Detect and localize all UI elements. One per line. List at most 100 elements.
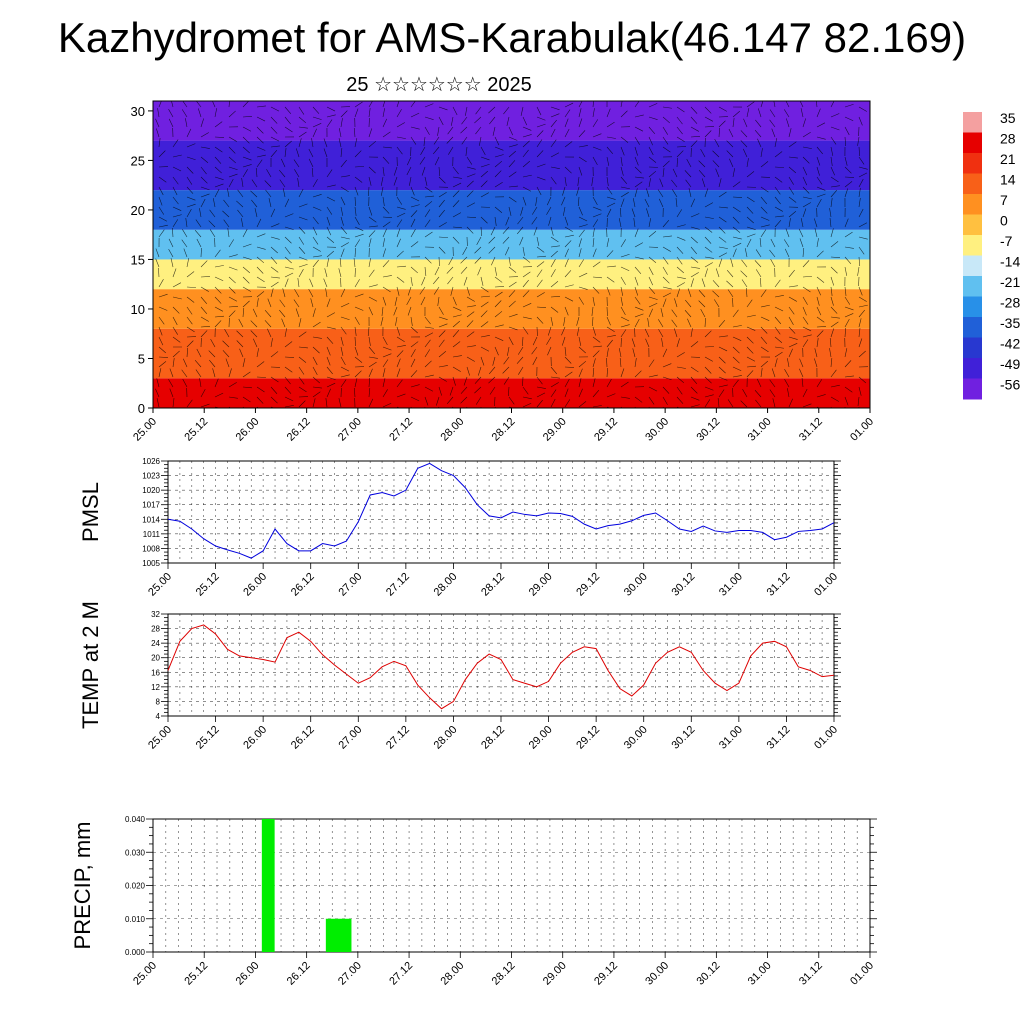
wind-barb (480, 335, 490, 338)
wind-barb (718, 384, 728, 388)
wind-barb (662, 256, 669, 265)
wind-barb (830, 146, 834, 156)
wind-barb (662, 106, 672, 109)
wind-barb (816, 296, 820, 306)
wind-barb (740, 130, 748, 138)
wind-barb (311, 168, 314, 178)
wind-barb (592, 219, 599, 228)
wind-barb (508, 206, 512, 216)
wind-barb (158, 216, 168, 222)
wind-barb (340, 236, 350, 240)
wind-barb (284, 246, 291, 255)
wind-barb (830, 198, 833, 208)
temp-x-tick-label: 29.00 (527, 724, 555, 752)
temp-layer-6 (153, 140, 870, 191)
wind-barb (294, 289, 300, 298)
wind-barb (634, 327, 636, 338)
colorbar-label: 7 (1000, 192, 1008, 208)
wind-barb (466, 356, 475, 362)
wind-barb (242, 169, 248, 178)
wind-barb (546, 196, 552, 206)
wind-barb (578, 108, 582, 118)
wind-barb (676, 146, 687, 148)
wind-barb (844, 360, 852, 368)
wind-barb (756, 378, 762, 388)
wind-barb (466, 190, 474, 198)
wind-barb (251, 179, 258, 188)
wind-barb (576, 326, 580, 336)
wind-barb (354, 370, 362, 378)
wind-barb (536, 236, 540, 246)
wind-barb (340, 118, 343, 128)
wind-barb (783, 109, 790, 118)
wind-barb (186, 208, 192, 218)
wind-barb (466, 166, 476, 170)
wind-barb (466, 296, 475, 302)
wind-barb (354, 108, 359, 118)
wind-barb (698, 290, 706, 298)
wind-barb (742, 389, 748, 398)
temp-x-tick-label: 26.00 (241, 724, 269, 752)
wind-barb (844, 318, 850, 328)
wind-barb (156, 128, 160, 138)
colorbar-label: 14 (1000, 172, 1016, 188)
wind-barb (158, 267, 160, 278)
wind-barb (463, 376, 468, 386)
wind-barb (424, 209, 431, 218)
wind-barb (256, 105, 266, 108)
wind-barb (270, 266, 279, 273)
temp-x-tick-label: 31.00 (717, 724, 745, 752)
wind-barb (774, 138, 778, 148)
wind-barb (353, 258, 356, 268)
pmsl-x-tick-label: 25.00 (146, 571, 174, 599)
colorbar-swatch (963, 337, 982, 359)
wind-barb (438, 176, 446, 184)
wind-barb (228, 239, 235, 248)
wind-barb (186, 143, 196, 148)
wind-barb (421, 276, 426, 286)
wind-barb (323, 278, 328, 288)
wind-barb (620, 156, 623, 166)
wind-barb (676, 150, 684, 158)
wind-barb (224, 329, 230, 338)
wind-barb (480, 346, 490, 352)
wind-barb (690, 386, 698, 394)
wind-barb (788, 398, 793, 408)
wind-barb (194, 229, 202, 238)
wind-barb (172, 336, 181, 343)
wind-barb (295, 308, 300, 318)
wind-barb (480, 295, 490, 298)
wind-barb (858, 146, 860, 156)
wind-barb (536, 116, 546, 121)
wind-barb (690, 376, 698, 385)
wind-barb (536, 255, 546, 258)
wind-barb (393, 176, 398, 186)
wind-barb (326, 388, 331, 398)
wind-barb (270, 223, 280, 228)
wind-barb (662, 363, 672, 368)
wind-barb (199, 378, 202, 388)
wind-barb (690, 404, 700, 408)
wind-barb (312, 236, 319, 245)
wind-barb (760, 206, 768, 214)
wind-barb (494, 146, 504, 151)
wind-barb (798, 228, 804, 238)
wind-barb (770, 238, 776, 248)
temp-line (167, 624, 835, 710)
wind-barb (452, 236, 460, 244)
wind-barb (312, 366, 318, 376)
wind-barb (844, 375, 854, 378)
wind-barb (270, 236, 280, 240)
wind-barb (298, 188, 304, 198)
wind-barb (474, 376, 482, 384)
colorbar-swatch (963, 132, 982, 154)
wind-barb (550, 226, 554, 236)
wind-barb (522, 149, 529, 158)
wind-barb (662, 219, 670, 228)
temp-x-tick-label: 30.12 (669, 724, 697, 752)
wind-barb (228, 173, 238, 178)
wind-barb (522, 174, 532, 178)
wind-barb (592, 238, 595, 248)
precip-x-tick-label: 25.00 (131, 960, 159, 988)
wind-barb (465, 146, 468, 156)
